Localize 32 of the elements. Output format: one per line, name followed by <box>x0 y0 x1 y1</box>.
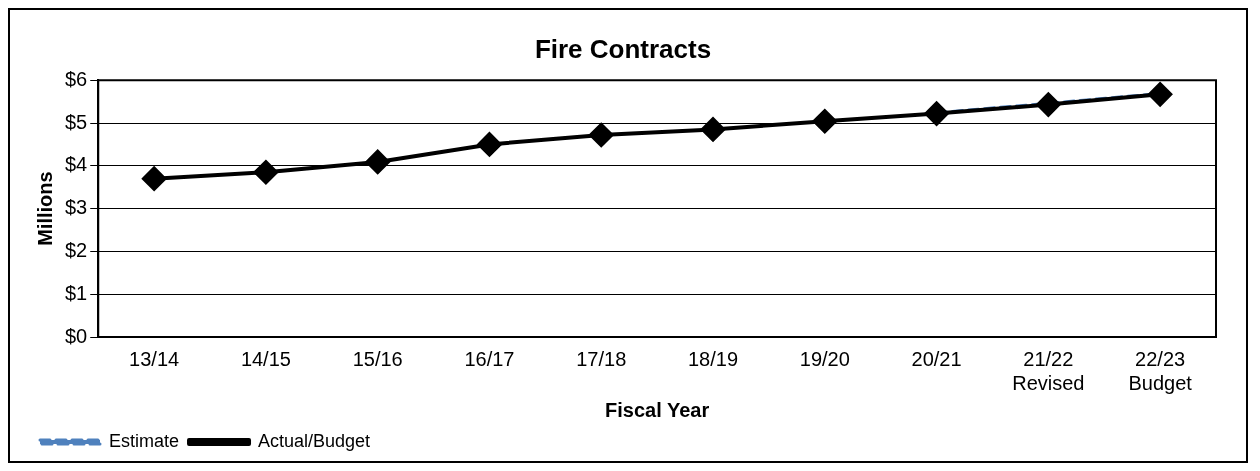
point <box>142 166 167 191</box>
point <box>1036 92 1061 117</box>
x-tick-label: 16/17 <box>464 347 515 370</box>
x-tick-label: 19/20 <box>799 347 850 370</box>
point <box>701 117 726 142</box>
x-tick-label: 15/16 <box>352 347 403 370</box>
legend-label: Estimate <box>109 430 180 451</box>
x-axis-title: Fiscal Year <box>605 398 710 421</box>
legend-label: Actual/Budget <box>258 430 371 451</box>
x-tick-label: 20/21 <box>911 347 962 370</box>
point <box>365 149 390 174</box>
chart-title: Fire Contracts <box>534 33 712 64</box>
y-tick-label: $2 <box>65 238 88 261</box>
x-tick-label: 21/22 Revised <box>1012 347 1085 394</box>
x-tick-label: 14/15 <box>240 347 291 370</box>
point <box>477 132 502 157</box>
x-tick-label: 13/14 <box>129 347 180 370</box>
point <box>253 160 278 185</box>
point <box>812 109 837 134</box>
point <box>924 101 949 126</box>
y-tick-label: $4 <box>65 153 88 176</box>
y-tick-label: $0 <box>65 324 88 347</box>
x-tick-label: 18/19 <box>687 347 739 370</box>
y-tick-label: $3 <box>65 196 88 219</box>
point <box>589 122 614 147</box>
x-tick-label: 22/23 Budget <box>1128 347 1193 394</box>
y-tick-label: $5 <box>65 110 88 133</box>
point <box>1148 82 1173 107</box>
y-axis-title: Millions <box>33 171 56 246</box>
y-tick-label: $1 <box>65 281 88 304</box>
y-tick-label: $6 <box>65 67 88 90</box>
x-tick-label: 17/18 <box>576 347 627 370</box>
